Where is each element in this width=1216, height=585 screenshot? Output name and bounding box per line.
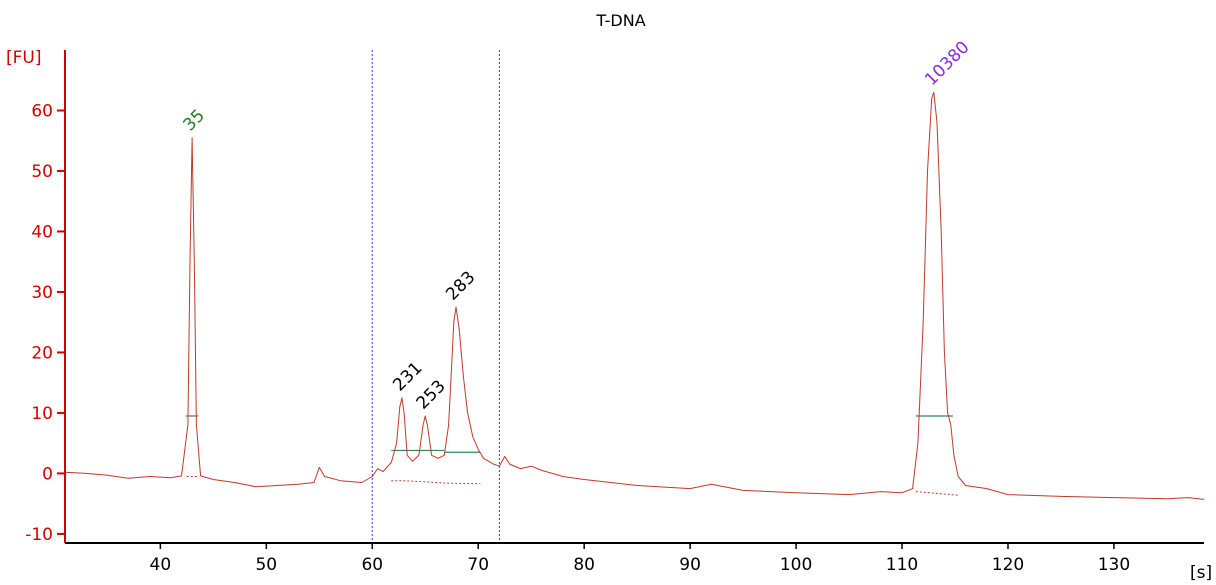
x-tick-label: 130 xyxy=(1098,555,1130,575)
y-tick-label: 10 xyxy=(31,404,53,424)
peak-label: 35 xyxy=(180,106,209,135)
y-tick-label: 60 xyxy=(31,101,53,121)
peak-label: 10380 xyxy=(921,37,973,89)
x-tick-label: 110 xyxy=(886,555,918,575)
trace-group xyxy=(64,91,1205,500)
x-tick-label: 120 xyxy=(992,555,1024,575)
x-tick-label: 70 xyxy=(467,555,489,575)
y-tick-label: 20 xyxy=(31,343,53,363)
peak-label: 253 xyxy=(413,376,450,413)
x-axis-unit-label: [s] xyxy=(1190,563,1212,583)
x-tick-label: 50 xyxy=(255,555,277,575)
y-tick-label: 50 xyxy=(31,162,53,182)
y-tick-label: -10 xyxy=(25,525,53,545)
dotted-baselines xyxy=(186,476,959,496)
x-tick-label: 40 xyxy=(150,555,172,575)
x-tick-label: 60 xyxy=(361,555,383,575)
y-tick-label: 0 xyxy=(42,464,53,484)
axes xyxy=(64,50,1204,544)
chart-title: T-DNA xyxy=(595,11,645,30)
peak-baseline xyxy=(391,480,481,485)
ticks: -10 0 10 20 30 40 50 60 40 50 60 70 80 90 100 110 120 130 xyxy=(25,101,1130,575)
y-axis-unit-label: [FU] xyxy=(6,48,42,68)
y-tick-label: 40 xyxy=(31,222,53,242)
region-markers xyxy=(371,50,500,543)
signal-trace xyxy=(64,91,1205,500)
marker-segments xyxy=(185,415,953,453)
x-tick-label: 100 xyxy=(780,555,812,575)
x-tick-label: 80 xyxy=(573,555,595,575)
x-tick-label: 90 xyxy=(679,555,701,575)
peak-baseline xyxy=(915,491,959,496)
y-tick-label: 30 xyxy=(31,283,53,303)
peak-label: 283 xyxy=(442,268,479,305)
